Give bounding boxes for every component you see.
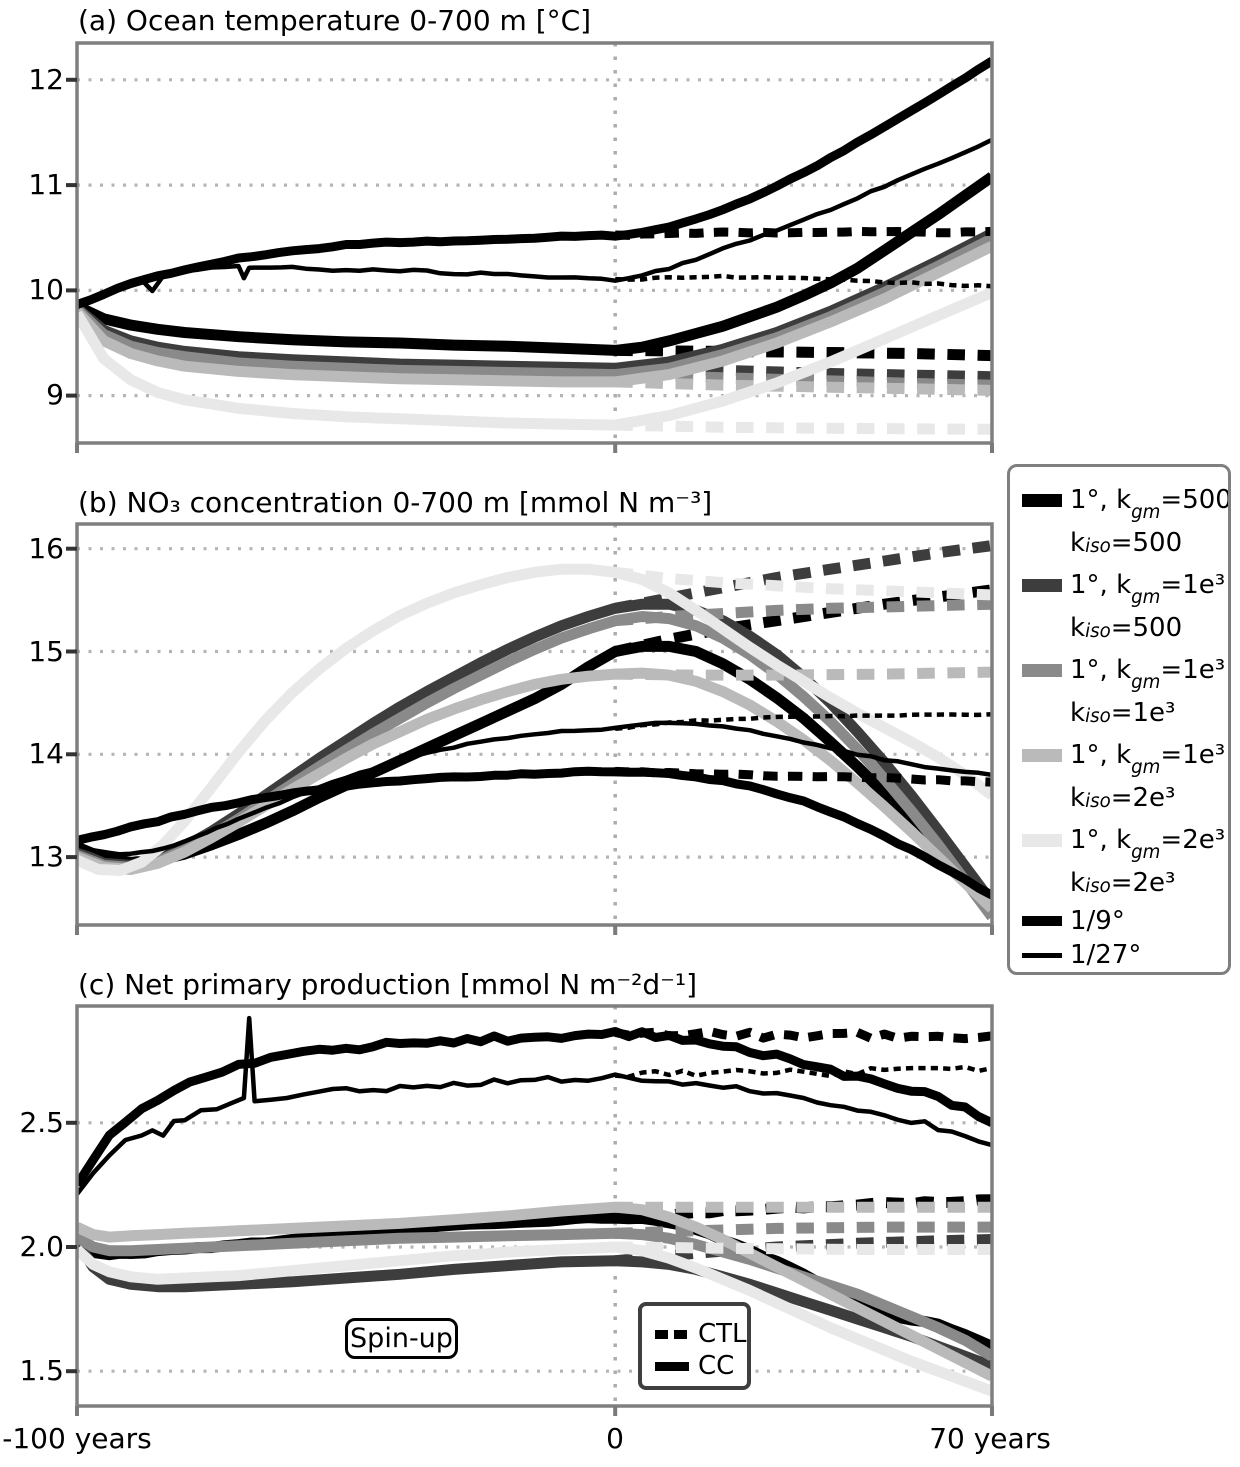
y-tick-label: 1.5: [19, 1354, 64, 1387]
line-style-legend: CTL CC: [638, 1302, 751, 1390]
legend-item-0: 1°, kgm=500: [1022, 479, 1231, 524]
legend-item-6: 1/27°: [1022, 938, 1228, 972]
panel-frame: [75, 1004, 994, 1408]
series-1-27deg-CTL: [615, 273, 992, 289]
series-1-27deg-CTL: [615, 1064, 992, 1079]
series-1deg-kgm2e3-kiso2e3-CC: [77, 287, 992, 431]
series-1deg-kgm2e3-kiso2e3-CC: [77, 563, 992, 876]
legend-label-line2: k iso =2e³: [1070, 782, 1176, 813]
legend-swatch: [1022, 663, 1062, 677]
y-tick-label: 15: [28, 635, 64, 668]
legend-item-1: 1°, kgm=1e³: [1022, 564, 1228, 609]
legend-label: 1/27°: [1070, 940, 1142, 970]
spinup-annotation: Spin-up: [345, 1318, 458, 1359]
panel-a-title: (a) Ocean temperature 0-700 m [°C]: [78, 4, 592, 37]
series-1-9deg-CC: [77, 57, 992, 309]
series-1deg-kgm1e3-kiso2e3-CTL: [615, 376, 992, 396]
y-tick-label: 11: [28, 168, 64, 201]
series-1deg-kgm500-kiso500-CC: [77, 172, 992, 356]
series-1deg-kgm2e3-kiso2e3-CTL: [615, 419, 992, 435]
legend-label: 1°, kgm=1e³: [1070, 570, 1226, 609]
legend-label: 1°, kgm=1e³: [1070, 655, 1226, 694]
y-tick-label: 16: [28, 532, 64, 565]
series-1deg-kgm2e3-kiso2e3-CTL: [614, 566, 992, 601]
series-1deg-kgm1e3-kiso1e3-CTL: [615, 1221, 992, 1239]
series-1-27deg-CC: [77, 137, 992, 309]
series-1-27deg-CC: [77, 1015, 992, 1196]
y-tick-label: 2.0: [19, 1230, 64, 1263]
legend-item-4: 1°, kgm=2e³: [1022, 819, 1228, 864]
legend-item-5: 1/9°: [1022, 904, 1228, 938]
y-tick-label: 10: [28, 273, 64, 306]
y-tick-label: 14: [28, 737, 64, 770]
x-tick-label-zero: 0: [606, 1422, 624, 1455]
series-1deg-kgm1e3-kiso1e3-CTL: [614, 598, 992, 627]
panel-frame: [75, 41, 994, 445]
legend-label-line2: k iso =500: [1070, 527, 1183, 558]
panel-frame: [75, 522, 994, 927]
legend-label-line2: k iso =1e³: [1070, 697, 1176, 728]
y-tick-label: 2.5: [19, 1106, 64, 1139]
y-tick-label: 13: [28, 840, 64, 873]
y-tick-label: 12: [28, 63, 64, 96]
series-1deg-kgm1e3-kiso2e3-CTL: [615, 666, 992, 681]
cc-label: CC: [698, 1351, 735, 1381]
cc-legend-row: CC: [655, 1350, 747, 1382]
panel-c-title: (c) Net primary production [mmol N m⁻²d⁻…: [78, 968, 698, 1001]
legend-swatch: [1022, 578, 1062, 592]
series-1deg-kgm500-kiso500-CTL: [615, 344, 992, 362]
legend-label: 1°, kgm=1e³: [1070, 740, 1226, 779]
legend-swatch: [1022, 952, 1062, 958]
series-1deg-kgm1e3-kiso2e3-CC: [77, 241, 992, 388]
legend-label: 1°, kgm=2e³: [1070, 825, 1226, 864]
y-tick-label: 9: [46, 378, 64, 411]
series-1deg-kgm1e3-kiso1e3-CC: [77, 1227, 992, 1362]
legend-box: 1°, kgm=500 k iso =500 1°, kgm=1e³ k iso =500 1°…: [1007, 464, 1231, 975]
legend-item-2: 1°, kgm=1e³: [1022, 649, 1228, 694]
legend-label: 1/9°: [1070, 906, 1125, 936]
legend-label-line2: k iso =2e³: [1070, 867, 1176, 898]
series-1deg-kgm1e3-kiso2e3-CC: [77, 1201, 992, 1382]
x-tick-label-end: 70 years: [929, 1422, 1051, 1455]
series-1deg-kgm1e3-kiso2e3-CC: [77, 667, 992, 913]
legend-swatch: [1022, 493, 1062, 507]
ctl-legend-row: CTL: [655, 1318, 747, 1350]
legend-label-line2: k iso =500: [1070, 612, 1183, 643]
series-1deg-kgm2e3-kiso2e3-CTL: [615, 1241, 992, 1255]
x-tick-label-start: -100 years: [2, 1422, 152, 1455]
ctl-dash-swatch: [655, 1329, 689, 1339]
series-1-27deg-CC: [77, 720, 992, 857]
panel-b-title: (b) NO₃ concentration 0-700 m [mmol N m⁻…: [78, 486, 713, 519]
legend-item-3: 1°, kgm=1e³: [1022, 734, 1228, 779]
series-1-9deg-CC: [77, 766, 992, 900]
legend-swatch: [1022, 916, 1062, 926]
ctl-label: CTL: [698, 1319, 747, 1349]
series-1-9deg-CTL: [615, 226, 992, 240]
legend-swatch: [1022, 833, 1062, 847]
legend-label: 1°, kgm=500: [1070, 485, 1231, 524]
series-1deg-kgm1e3-kiso500-CC: [77, 1239, 992, 1372]
legend-swatch: [1022, 748, 1062, 762]
series-1deg-kgm2e3-kiso2e3-CC: [77, 1241, 992, 1397]
cc-line-swatch: [655, 1361, 689, 1371]
series-1deg-kgm500-kiso500-CTL: [613, 584, 992, 657]
series-1deg-kgm1e3-kiso500-CTL: [614, 1234, 992, 1267]
